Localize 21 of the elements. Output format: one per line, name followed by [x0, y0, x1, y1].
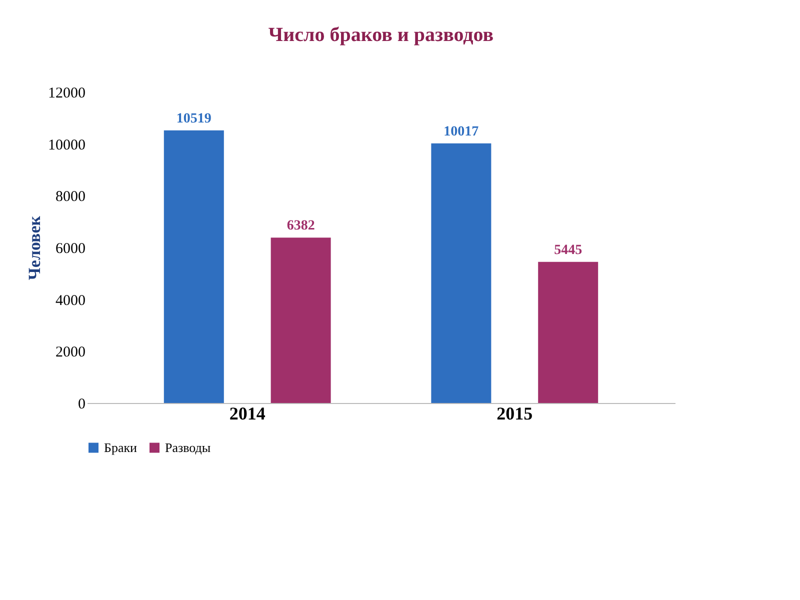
y-axis-title: Человек [25, 216, 44, 280]
data-label: 6382 [286, 218, 315, 234]
x-tick-label: 2015 [496, 404, 533, 424]
bar [270, 238, 331, 403]
data-label: 10017 [444, 124, 479, 140]
y-tick-label: 8000 [56, 189, 86, 206]
legend-label: Разводы [165, 440, 211, 455]
data-label: 10519 [176, 111, 212, 126]
y-tick-label: 4000 [56, 292, 86, 309]
y-tick-label: 0 [78, 396, 86, 412]
bar [431, 143, 492, 403]
y-tick-label: 12000 [48, 86, 86, 102]
legend-label: Браки [104, 440, 138, 455]
y-tick-label: 2000 [56, 344, 86, 361]
chart-title: Число браков и разводов [268, 24, 494, 46]
y-tick-label: 10000 [48, 137, 86, 154]
bar [164, 130, 224, 403]
x-tick-label: 2014 [229, 404, 266, 424]
data-label: 5445 [554, 242, 582, 258]
y-tick-label: 6000 [56, 241, 86, 257]
bar [538, 262, 598, 403]
